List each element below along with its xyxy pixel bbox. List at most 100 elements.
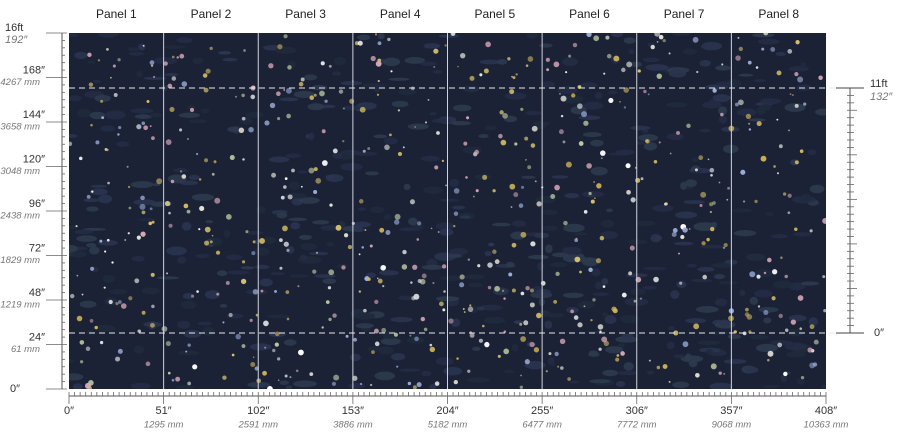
leaf: [72, 383, 83, 389]
leaf: [378, 346, 394, 355]
leaf: [590, 166, 608, 176]
flower: [376, 277, 379, 280]
leaf: [541, 209, 558, 216]
flower: [767, 257, 772, 263]
leaf: [701, 42, 723, 51]
flower: [511, 288, 516, 293]
leaf: [748, 118, 766, 122]
leaf: [326, 242, 335, 247]
leaf: [715, 81, 735, 87]
flower: [107, 181, 110, 185]
flower: [700, 191, 707, 198]
ruler-mm: 1829 mm: [0, 255, 40, 266]
leaf: [786, 328, 805, 336]
flower: [497, 354, 501, 358]
flower: [773, 165, 776, 168]
leaf: [188, 119, 207, 124]
flower: [709, 210, 713, 214]
leaf: [289, 274, 310, 278]
flower: [529, 341, 535, 348]
leaf: [788, 66, 809, 72]
leaf: [333, 57, 346, 66]
leaf: [435, 357, 454, 366]
leaf: [699, 59, 711, 67]
leaf: [76, 235, 97, 242]
leaf: [666, 133, 684, 141]
leaf: [503, 369, 516, 374]
flower: [394, 219, 400, 225]
flower: [565, 71, 568, 74]
flower: [367, 277, 371, 281]
flower: [149, 60, 155, 66]
flower: [358, 290, 362, 293]
leaf: [513, 320, 524, 325]
leaf: [336, 151, 355, 160]
flower: [527, 56, 534, 62]
flower: [343, 107, 345, 110]
flower: [709, 167, 715, 173]
ruler-mm: 4267 mm: [0, 77, 40, 88]
leaf: [309, 251, 329, 256]
flower: [263, 320, 269, 327]
flower: [783, 371, 788, 377]
leaf: [601, 277, 609, 286]
flower: [315, 178, 322, 184]
leaf: [218, 51, 232, 55]
flower: [321, 326, 324, 329]
flower: [79, 340, 85, 345]
ruler-mm: 10363 mm: [804, 420, 849, 431]
leaf: [153, 57, 178, 65]
leaf: [163, 45, 186, 49]
flower: [787, 193, 792, 198]
ruler-in: 255″: [531, 405, 553, 417]
flower: [111, 261, 114, 264]
leaf: [270, 272, 285, 276]
leaf: [484, 251, 492, 257]
flower: [298, 349, 304, 356]
flower: [456, 357, 459, 360]
flower: [718, 371, 722, 375]
flower: [588, 191, 592, 196]
leaf: [98, 194, 113, 204]
flower: [335, 224, 342, 231]
leaf: [564, 193, 580, 199]
leaf: [276, 212, 288, 219]
flower: [186, 209, 191, 214]
leaf: [551, 175, 569, 179]
flower: [417, 278, 422, 283]
flower: [613, 55, 620, 62]
flower: [187, 343, 191, 347]
flower: [699, 203, 703, 208]
flower: [289, 376, 292, 379]
flower: [465, 176, 468, 179]
panel-label: Panel 5: [474, 7, 515, 21]
flower: [312, 269, 317, 274]
flower: [186, 138, 189, 140]
leaf: [94, 94, 111, 103]
flower: [90, 123, 93, 127]
flower: [375, 60, 382, 67]
flower: [251, 251, 256, 256]
flower: [298, 81, 304, 87]
flower: [168, 223, 173, 228]
leaf: [744, 366, 759, 374]
flower: [417, 221, 422, 226]
leaf: [630, 288, 646, 296]
leaf: [769, 340, 793, 345]
leaf: [452, 104, 472, 112]
flower: [626, 61, 633, 68]
flower: [309, 372, 314, 377]
flower: [241, 93, 245, 98]
flower: [329, 203, 333, 207]
flower: [192, 364, 198, 370]
flower: [231, 353, 235, 357]
leaf: [353, 151, 378, 156]
flower: [284, 177, 288, 181]
leaf: [752, 33, 775, 38]
leaf: [683, 48, 698, 55]
flower: [332, 148, 338, 154]
leaf: [821, 383, 826, 389]
flower: [492, 189, 496, 193]
flower: [402, 146, 405, 149]
leaf: [369, 206, 385, 214]
